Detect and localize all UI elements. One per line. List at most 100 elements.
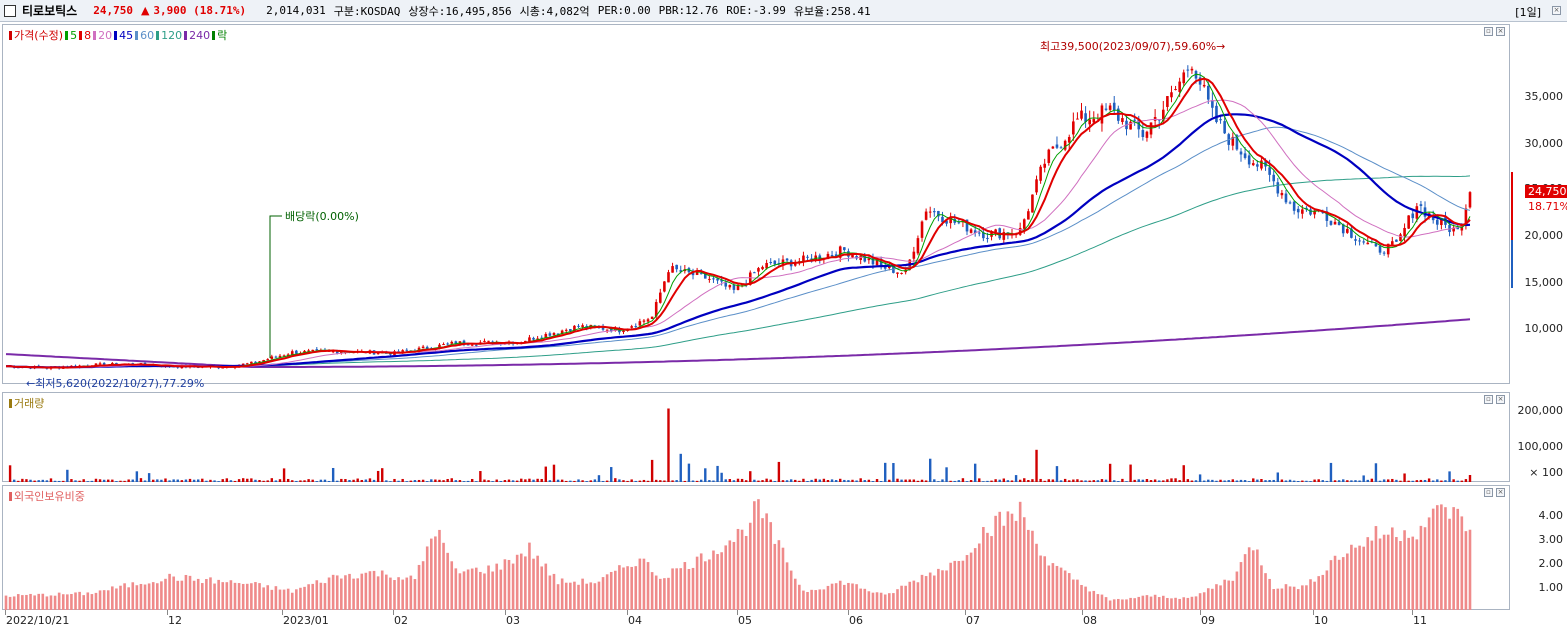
volume-bar [331, 467, 335, 482]
legend-item[interactable]: 60 [140, 29, 155, 42]
volume-bar [863, 480, 866, 482]
foreign-ratio-bar [904, 585, 907, 610]
foreign-ratio-bar [45, 596, 49, 610]
volume-bar [1149, 480, 1153, 482]
volume-bar [1117, 481, 1120, 482]
candle [675, 264, 678, 270]
volume-bar [896, 478, 899, 482]
period-selector[interactable]: [1일] [1515, 6, 1541, 19]
volume-bar [1121, 478, 1124, 482]
foreign-ratio-bar [867, 591, 871, 610]
foreign-ratio-bar [1243, 554, 1247, 610]
candle [438, 344, 441, 348]
foreign-ratio-bar [327, 577, 331, 610]
current-pct-tag: 18.71% [1528, 200, 1567, 213]
foreign-ratio-bar [1157, 597, 1161, 610]
volume-bar [1374, 463, 1378, 482]
foreign-ratio-bar [1415, 539, 1419, 610]
volume-bar [524, 479, 527, 482]
foreign-ratio-bar [977, 543, 981, 610]
select-checkbox[interactable] [4, 4, 16, 17]
foreign-ratio-bar [119, 585, 122, 610]
volume-bar [217, 481, 220, 482]
volume-bar [965, 481, 969, 482]
close-icon[interactable]: × [1552, 6, 1561, 15]
foreign-ratio-bar [757, 499, 760, 610]
volume-bar [1337, 480, 1341, 482]
float-ratio: 유보율:258.41 [793, 4, 871, 18]
volume-bar [147, 473, 151, 482]
foreign-ratio-bar [883, 594, 887, 610]
candle [1092, 118, 1096, 123]
volume-bar [33, 480, 36, 482]
legend-item[interactable]: 가격(수정) [14, 29, 64, 42]
candle [290, 351, 294, 355]
candle [1055, 144, 1059, 148]
volume-bar [442, 480, 445, 482]
panel-close-icon[interactable]: × [1496, 395, 1505, 404]
foreign-ratio-bar [503, 559, 507, 610]
legend-item[interactable]: 45 [119, 29, 134, 42]
foreign-ratio-bar [916, 582, 920, 610]
foreign-ratio-bar [450, 561, 454, 610]
candle [1411, 213, 1415, 219]
volume-bar [430, 479, 433, 482]
x-tick [393, 610, 394, 615]
volume-bar [192, 479, 196, 482]
volume-bar [1452, 479, 1455, 482]
candle [1276, 182, 1280, 194]
candle [581, 325, 584, 328]
foreign-ratio-bar [1452, 507, 1455, 610]
volume-bar [111, 479, 114, 482]
panel-close-icon[interactable]: × [1496, 488, 1505, 497]
foreign-ratio-bar [928, 572, 932, 610]
candle [982, 232, 985, 239]
foreign-ratio-bar [1431, 508, 1435, 610]
volume-bar [589, 480, 592, 482]
candle [965, 219, 969, 232]
volume-bar [123, 480, 126, 482]
foreign-ratio-bar [389, 577, 392, 610]
foreign-ratio-bar [847, 582, 850, 610]
foreign-ratio-bar [834, 583, 838, 610]
volume-bar [659, 480, 662, 482]
panel-minimize-icon[interactable]: ▫ [1484, 27, 1493, 36]
volume-bar [479, 471, 482, 482]
foreign-ratio-bar [1301, 585, 1304, 610]
volume-bar [229, 480, 233, 482]
panel-close-icon[interactable]: × [1496, 27, 1505, 36]
volume-bar [209, 479, 212, 482]
foreign-ratio-bar [1076, 579, 1079, 610]
legend-item[interactable]: 5 [70, 29, 78, 42]
foreign-ratio-bar [1329, 560, 1333, 610]
candle [1039, 166, 1042, 181]
candle [1035, 179, 1038, 193]
legend-marker [93, 31, 97, 40]
legend-item[interactable]: 120 [161, 29, 183, 42]
foreign-ratio-bar [1096, 594, 1100, 610]
volume-bar [1014, 475, 1018, 482]
panel-minimize-icon[interactable]: ▫ [1484, 395, 1493, 404]
volume-bar [712, 480, 715, 482]
volume-bar [1468, 475, 1472, 482]
candle [1129, 121, 1132, 130]
volume-bar [184, 479, 188, 482]
foreign-ratio-bar [82, 595, 85, 610]
volume-bar [180, 480, 184, 482]
volume-bar [937, 481, 940, 482]
foreign-ratio-bar [229, 580, 233, 610]
x-tick [282, 610, 283, 615]
candle [1362, 241, 1365, 243]
candle [1407, 215, 1410, 229]
candle [769, 262, 773, 264]
legend-item[interactable]: 240 [189, 29, 211, 42]
legend-item[interactable]: 락 [217, 29, 228, 42]
volume-bar [376, 470, 380, 482]
legend-item[interactable]: 20 [98, 29, 113, 42]
foreign-ratio-bar [1284, 584, 1288, 610]
candle [1243, 153, 1247, 158]
ma45-line [5, 113, 1471, 369]
foreign-ratio-bar [364, 572, 368, 610]
panel-minimize-icon[interactable]: ▫ [1484, 488, 1493, 497]
legend-item[interactable]: 8 [84, 29, 92, 42]
